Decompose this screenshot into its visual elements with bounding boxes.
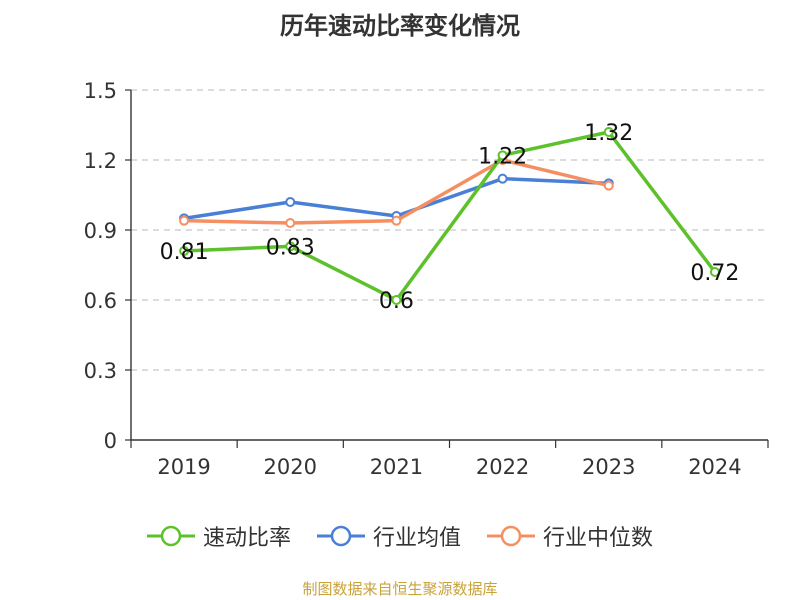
chart-title: 历年速动比率变化情况	[280, 12, 520, 40]
x-tick-label: 2019	[157, 455, 210, 479]
y-tick-label: 0	[104, 429, 117, 453]
data-point-quick-ratio	[497, 150, 508, 161]
series-line-quick-ratio	[184, 130, 717, 302]
x-tick-label: 2024	[688, 455, 741, 479]
legend-label-quick-ratio: 速动比率	[202, 526, 291, 551]
x-tick-label: 2021	[370, 455, 423, 479]
y-tick-label: 0.9	[84, 219, 117, 243]
x-tick-label: 2020	[264, 455, 317, 479]
data-point-quick-ratio	[709, 267, 720, 277]
y-tick-label: 0.3	[84, 359, 117, 383]
data-label: 1.32	[584, 121, 633, 146]
legend-marker-industry-median	[487, 525, 535, 547]
legend-marker-quick-ratio	[146, 525, 195, 547]
data-label: 0.81	[160, 240, 209, 265]
legend-item-quick-ratio[interactable]: 速动比率	[146, 520, 291, 552]
data-source-note: 制图数据来自恒生聚源数据库	[302, 580, 498, 598]
data-point-industry-median	[603, 180, 614, 191]
x-tick-label: 2022	[476, 455, 529, 479]
data-point-industry-median	[391, 215, 402, 226]
data-label: 0.6	[379, 289, 414, 314]
data-label: 0.83	[266, 235, 315, 260]
data-point-quick-ratio	[391, 295, 402, 305]
x-tick-label: 2023	[582, 455, 635, 479]
data-label: 0.72	[690, 261, 739, 286]
data-point-industry-avg	[285, 197, 296, 207]
data-point-industry-median	[179, 215, 190, 226]
legend-marker-industry-avg	[316, 525, 365, 547]
legend: 速动比率 行业均值 行业中位数	[0, 518, 800, 554]
data-point-industry-avg	[497, 173, 508, 184]
y-tick-label: 1.5	[84, 79, 117, 103]
data-point-quick-ratio	[179, 246, 190, 256]
legend-item-industry-median[interactable]: 行业中位数	[487, 520, 653, 552]
legend-item-industry-avg[interactable]: 行业均值	[316, 520, 461, 552]
y-tick-label: 0.6	[84, 289, 117, 313]
data-point-industry-median	[285, 218, 296, 228]
legend-label-industry-avg: 行业均值	[372, 526, 461, 551]
y-tick-label: 1.2	[84, 149, 117, 173]
data-label: 1.22	[478, 144, 527, 169]
data-point-quick-ratio	[603, 127, 614, 137]
legend-label-industry-median: 行业中位数	[543, 526, 654, 551]
data-point-quick-ratio	[285, 241, 296, 252]
